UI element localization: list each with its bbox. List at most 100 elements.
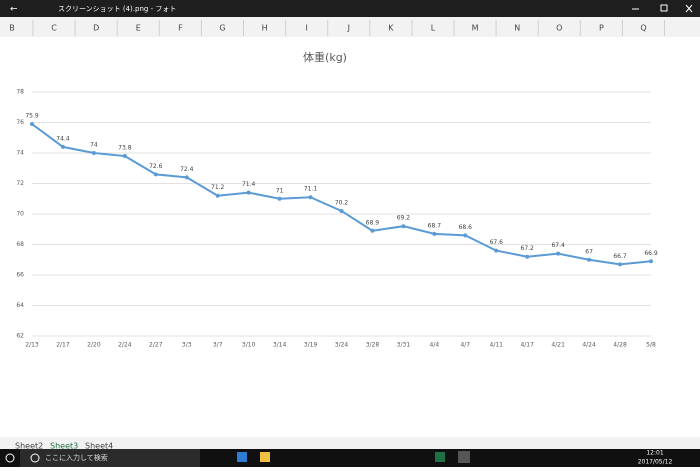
photos-icon[interactable] [458, 451, 470, 463]
data-label: 69.2 [397, 215, 411, 222]
x-tick-label: 5/8 [646, 342, 656, 349]
y-tick-label: 66 [16, 272, 24, 279]
search-box[interactable] [20, 449, 200, 467]
data-point [277, 196, 282, 201]
data-point [618, 262, 623, 267]
data-point [60, 144, 65, 149]
column-header[interactable]: I [306, 24, 308, 33]
x-tick-label: 4/24 [582, 342, 596, 349]
data-point [215, 193, 220, 198]
x-tick-label: 3/7 [213, 342, 223, 349]
column-header[interactable]: F [178, 24, 183, 33]
start-button[interactable] [5, 453, 15, 463]
data-label: 74.4 [56, 135, 70, 142]
x-tick-label: 4/11 [490, 342, 504, 349]
data-label: 71.2 [211, 184, 225, 191]
maximize-button[interactable] [660, 4, 668, 12]
column-header[interactable]: Q [640, 24, 646, 33]
data-label: 71.1 [304, 186, 318, 193]
column-header[interactable]: L [431, 24, 436, 33]
data-point [370, 228, 375, 233]
back-button[interactable]: ← [10, 5, 18, 15]
column-header[interactable]: N [514, 24, 520, 33]
data-point [401, 224, 406, 229]
x-tick-label: 3/10 [242, 342, 256, 349]
data-point [308, 195, 313, 200]
x-tick-label: 3/28 [366, 342, 380, 349]
x-tick-label: 3/19 [304, 342, 318, 349]
data-point [649, 259, 653, 264]
data-point [246, 190, 251, 195]
y-tick-label: 72 [16, 180, 24, 187]
data-point [184, 175, 189, 180]
data-point [432, 231, 437, 236]
sheet-tab[interactable]: Sheet3 [50, 442, 78, 451]
y-tick-label: 64 [16, 302, 24, 309]
data-point [587, 257, 592, 262]
data-label: 66.7 [613, 253, 627, 260]
sheet-tab[interactable]: Sheet4 [85, 442, 113, 451]
x-tick-label: 4/21 [551, 342, 565, 349]
x-tick-label: 2/20 [87, 342, 101, 349]
x-tick-label: 3/31 [397, 342, 411, 349]
data-point [494, 248, 499, 253]
title-bar [0, 0, 700, 17]
y-tick-label: 70 [16, 211, 24, 218]
data-label: 68.7 [428, 222, 442, 229]
data-point [339, 208, 344, 213]
column-header[interactable]: J [347, 24, 350, 33]
chart-title: 体重(kg) [303, 50, 347, 64]
x-tick-label: 2/24 [118, 342, 132, 349]
close-button[interactable] [685, 4, 693, 13]
x-tick-label: 3/14 [273, 342, 287, 349]
data-point [122, 154, 127, 159]
edge-icon[interactable] [237, 452, 247, 462]
excel-icon[interactable] [435, 452, 445, 462]
data-point [463, 233, 468, 238]
data-point [525, 254, 530, 259]
explorer-icon[interactable] [260, 452, 270, 462]
y-tick-label: 68 [16, 241, 24, 248]
data-label: 74 [90, 142, 98, 149]
column-header[interactable]: G [219, 24, 225, 33]
column-header[interactable]: B [9, 24, 15, 33]
column-header[interactable]: M [472, 24, 479, 33]
data-point [153, 172, 158, 177]
x-tick-label: 4/17 [520, 342, 534, 349]
y-tick-label: 78 [16, 89, 24, 96]
x-tick-label: 2/17 [56, 342, 70, 349]
data-label: 68.9 [366, 219, 380, 226]
column-header[interactable]: K [388, 24, 394, 33]
column-header[interactable]: E [136, 24, 141, 33]
column-header[interactable]: P [599, 24, 604, 33]
x-tick-label: 4/28 [613, 342, 627, 349]
data-label: 72.6 [149, 163, 163, 170]
data-point [91, 151, 96, 155]
x-tick-label: 4/4 [430, 342, 440, 349]
column-header-bar [0, 17, 700, 37]
column-header[interactable]: C [51, 24, 57, 33]
column-header[interactable]: O [556, 24, 562, 33]
data-label: 72.4 [180, 166, 194, 173]
data-label: 70.2 [335, 199, 349, 206]
sheet-tab[interactable]: Sheet2 [15, 442, 43, 451]
data-label: 71.4 [242, 181, 256, 188]
data-label: 67.2 [521, 245, 535, 252]
clock-date: 2017/05/12 [638, 459, 673, 466]
data-label: 73.8 [118, 145, 132, 152]
x-tick-label: 2/27 [149, 342, 163, 349]
data-point [30, 122, 34, 127]
search-placeholder: ここに入力して検索 [45, 453, 108, 462]
data-label: 67 [585, 248, 593, 255]
data-point [556, 251, 561, 256]
x-tick-label: 3/3 [182, 342, 192, 349]
column-header[interactable]: D [93, 24, 99, 33]
data-label: 66.9 [644, 250, 658, 257]
search-icon [30, 453, 40, 463]
chart-area [0, 37, 700, 437]
x-tick-label: 2/13 [25, 342, 39, 349]
y-tick-label: 62 [16, 333, 24, 340]
y-tick-label: 74 [16, 150, 24, 157]
column-header[interactable]: H [262, 24, 268, 33]
